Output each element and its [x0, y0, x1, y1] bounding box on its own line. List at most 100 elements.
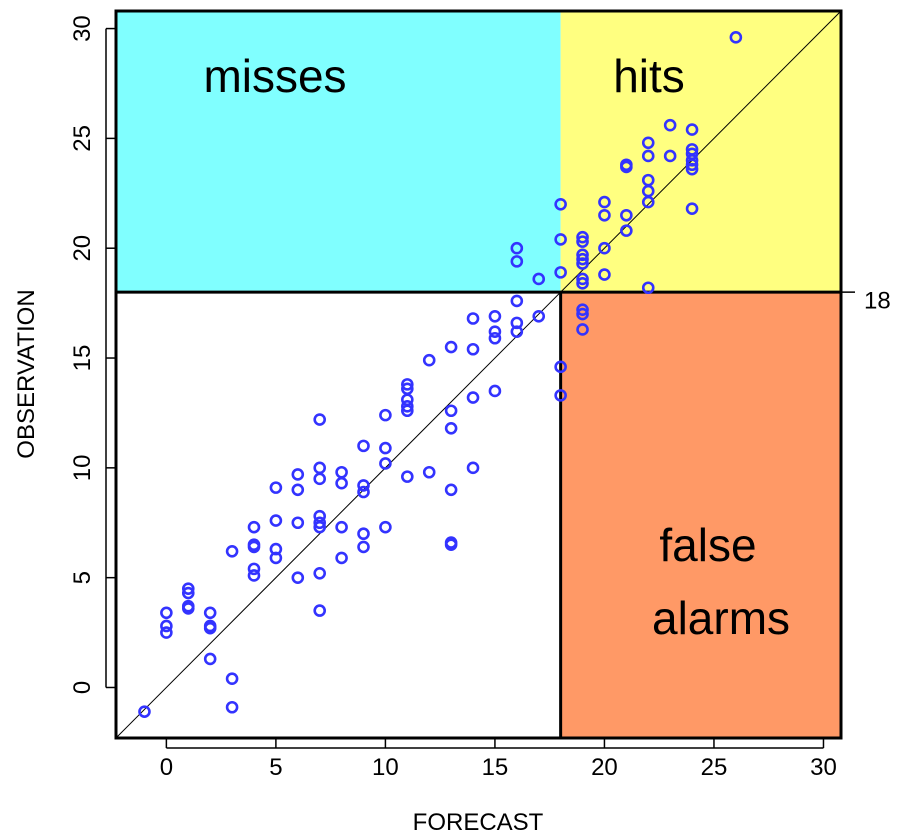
data-point [488, 325, 502, 338]
data-point [729, 31, 743, 44]
data-point [598, 195, 611, 209]
x-tick-label: 25 [701, 754, 728, 781]
data-point [598, 208, 611, 222]
data-point [554, 197, 567, 211]
data-point [313, 604, 327, 617]
data-point [576, 307, 589, 321]
data-point [269, 514, 283, 527]
data-point [225, 700, 239, 714]
data-point [466, 342, 480, 356]
data-point [181, 586, 195, 600]
data-point [291, 483, 305, 497]
data-point [576, 235, 589, 248]
threshold-label: 18 [864, 287, 891, 314]
data-point [379, 408, 392, 422]
data-point [510, 294, 524, 308]
data-point [444, 483, 458, 497]
x-axis: 0 5 10 15 20 25 30 [160, 738, 837, 781]
data-point [401, 404, 414, 418]
data-point [488, 331, 502, 345]
data-point [357, 527, 370, 541]
data-point [554, 266, 567, 279]
x-tick-label: 30 [810, 754, 837, 781]
data-point [532, 272, 546, 286]
data-point [576, 323, 589, 336]
data-point [576, 277, 589, 290]
data-point [620, 160, 633, 174]
data-point [357, 540, 370, 554]
y-tick-label: 30 [69, 15, 96, 42]
data-point [685, 123, 699, 136]
data-point [510, 325, 524, 338]
data-point [554, 233, 567, 246]
data-point [160, 606, 173, 620]
data-point [138, 705, 151, 718]
data-point [488, 384, 502, 398]
data-point [422, 353, 436, 367]
data-point [357, 479, 370, 492]
data-point [576, 303, 589, 317]
data-point [576, 252, 589, 266]
plot-frame [114, 9, 843, 740]
data-point [401, 400, 414, 413]
data-point [641, 195, 655, 209]
data-point [291, 468, 305, 481]
data-point [225, 545, 239, 558]
data-point [466, 461, 480, 475]
data-point [401, 378, 414, 391]
data-point [357, 485, 370, 499]
data-point [641, 281, 655, 295]
data-point [576, 257, 589, 270]
data-point [247, 569, 261, 582]
x-tick-label: 20 [591, 754, 618, 781]
x-tick-label: 5 [269, 754, 282, 781]
data-point [466, 391, 480, 404]
data-point [247, 540, 261, 554]
data-point [510, 241, 524, 255]
data-point [313, 566, 327, 580]
data-point [444, 404, 458, 418]
data-point [444, 340, 458, 354]
data-point [203, 621, 217, 635]
data-point [510, 255, 524, 268]
false-alarms-region [560, 292, 841, 738]
false-alarms-label-line-2: alarms [652, 592, 790, 644]
y-tick-label: 10 [69, 454, 96, 481]
data-point [203, 606, 217, 620]
data-point [335, 520, 348, 534]
data-point [203, 652, 217, 666]
data-point [247, 520, 261, 534]
data-point [313, 520, 327, 534]
data-point [160, 626, 173, 639]
data-point [598, 268, 611, 281]
data-point [357, 439, 370, 453]
data-point [225, 672, 239, 685]
diagonal-line [115, 10, 842, 739]
data-point [181, 602, 195, 615]
x-axis-title: FORECAST [413, 809, 544, 836]
data-point [181, 582, 195, 595]
data-point [291, 571, 305, 584]
y-tick-label: 15 [69, 345, 96, 372]
data-point [313, 461, 327, 475]
data-point [466, 312, 480, 325]
data-point [576, 272, 589, 286]
y-tick-label: 0 [69, 681, 96, 694]
data-point [641, 149, 655, 163]
data-point [422, 465, 436, 479]
misses-label: misses [203, 50, 346, 102]
data-point [269, 481, 283, 494]
data-points [138, 31, 743, 718]
x-tick-label: 0 [160, 754, 173, 781]
data-point [532, 309, 546, 323]
data-point [379, 457, 392, 470]
false-alarms-label-line-1: false [659, 519, 756, 571]
data-point [620, 208, 633, 222]
data-point [685, 158, 699, 172]
data-point [554, 389, 567, 402]
data-point [444, 538, 458, 552]
y-axis: 0 5 10 15 20 25 30 [69, 15, 116, 694]
x-tick-label: 15 [482, 754, 509, 781]
y-tick-label: 20 [69, 235, 96, 262]
data-point [685, 202, 699, 215]
